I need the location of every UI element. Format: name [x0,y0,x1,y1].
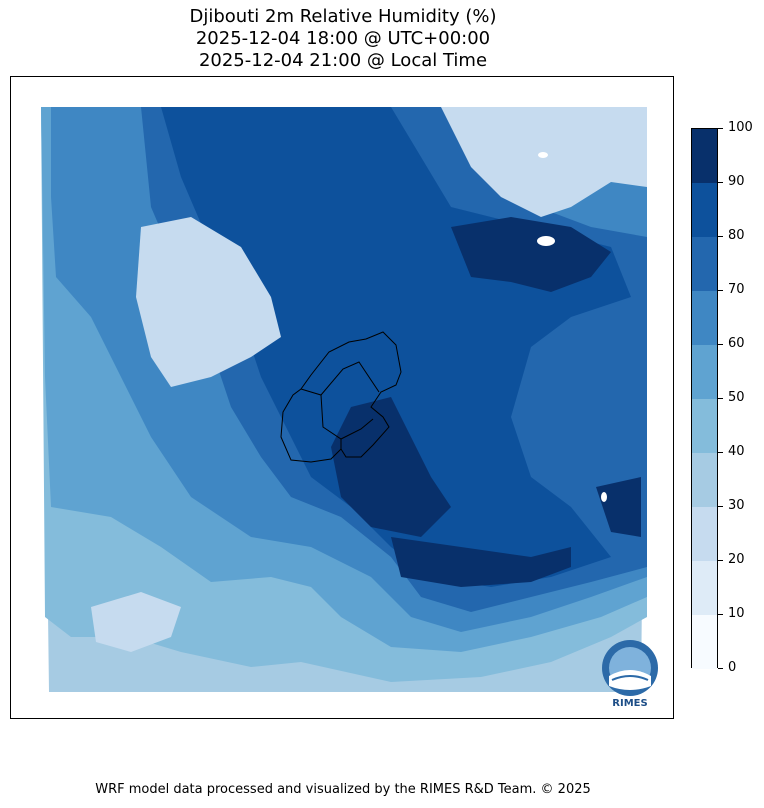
colorbar-segment [692,345,717,399]
colorbar-tick [718,560,723,561]
region-border-north [300,361,380,396]
colorbar-segment [692,399,717,453]
map-title: Djibouti 2m Relative Humidity (%) 2025-1… [0,6,686,72]
colorbar-tick-label: 100 [728,120,753,135]
colorbar-segment [692,129,717,183]
map-frame [10,76,674,719]
colorbar-tick [718,236,723,237]
colorbar-tick-label: 0 [728,660,737,675]
region-border-center [320,394,374,449]
field-0-10-patch-3 [538,152,548,158]
colorbar-tick [718,614,723,615]
colorbar-tick [718,344,723,345]
field-10-30-northeast [441,107,647,217]
colorbar-tick-label: 80 [728,228,745,243]
colorbar [691,128,718,669]
colorbar-segment [692,615,717,669]
colorbar-segment [692,507,717,561]
colorbar-tick-label: 50 [728,390,745,405]
colorbar-tick-label: 10 [728,606,745,621]
colorbar-tick [718,128,723,129]
colorbar-segment [692,453,717,507]
field-0-10-patch-1 [537,236,555,246]
colorbar-tick [718,506,723,507]
colorbar-segment [692,183,717,237]
field-90-100-south [391,537,571,587]
colorbar-tick-label: 40 [728,444,745,459]
title-line-2: 2025-12-04 18:00 @ UTC+00:00 [195,28,491,49]
humidity-map [41,107,647,692]
field-90-100-east [596,477,641,537]
colorbar-tick-label: 30 [728,498,745,513]
country-border [280,331,402,463]
field-90-100-northeast [451,217,611,292]
field-0-10-patch-2 [601,492,607,502]
colorbar-tick [718,668,723,669]
colorbar-tick [718,182,723,183]
title-line-3: 2025-12-04 21:00 @ Local Time [198,50,488,71]
rimes-logo: RIMES [602,640,658,708]
colorbar-tick-label: 70 [728,282,745,297]
field-90-100-center [331,397,451,537]
colorbar-tick-label: 20 [728,552,745,567]
field-10-30-west [136,217,281,387]
colorbar-tick [718,398,723,399]
colorbar-tick [718,452,723,453]
colorbar-tick [718,290,723,291]
colorbar-segment [692,561,717,615]
colorbar-segment [692,237,717,291]
title-line-1: Djibouti 2m Relative Humidity (%) [189,6,497,27]
logo-wordmark: RIMES [612,698,647,708]
field-10-30-southwest [91,592,181,652]
colorbar-segment [692,291,717,345]
colorbar-tick-label: 60 [728,336,745,351]
colorbar-tick-label: 90 [728,174,745,189]
credit-note: WRF model data processed and visualized … [95,782,591,797]
